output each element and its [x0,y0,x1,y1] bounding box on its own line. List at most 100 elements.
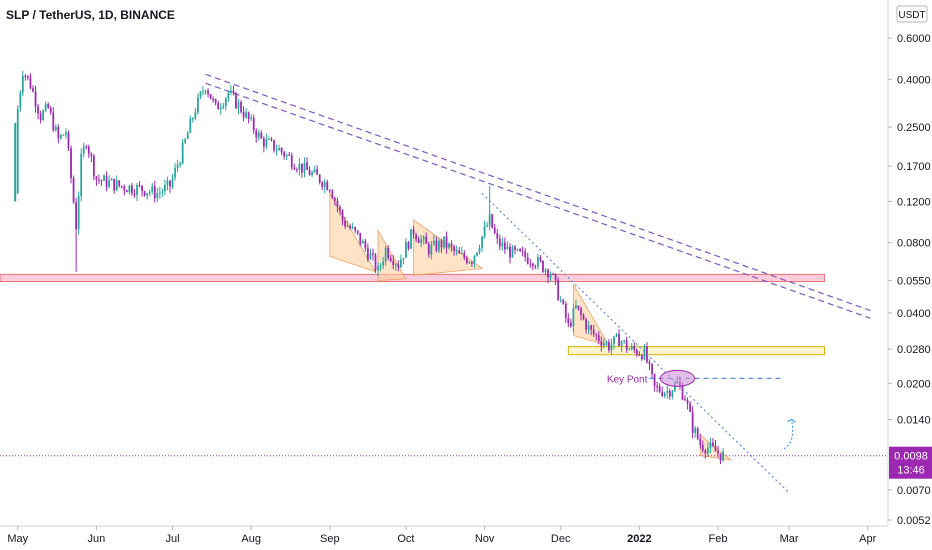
candle-body [582,315,585,320]
candle-body [557,279,560,301]
candle-body [224,98,227,107]
candle-body [242,111,245,118]
candle-body [590,325,593,330]
candle-body [569,322,572,327]
candle-body [156,193,159,199]
candle-body [651,363,653,374]
candle-body [42,110,45,121]
candle-body [701,445,704,451]
candle-body [131,185,133,194]
candle-body [399,259,402,268]
key-point-ellipse [659,369,695,387]
candle-body [164,184,166,192]
currency-badge[interactable]: USDT [898,10,925,21]
candle-body [356,230,359,233]
candle-body [60,134,62,139]
candle-body [341,210,344,221]
candle-body [547,269,549,278]
candle-body [534,266,537,268]
candle-body [684,399,686,401]
candle-body [349,226,352,229]
candle-body [549,273,552,278]
candle-body [346,226,349,228]
candle-body [103,175,105,181]
candle-body [536,257,539,267]
candle-body [70,148,72,179]
candle-body [641,355,643,360]
x-tick-label: Oct [397,533,414,545]
candle-body [542,260,544,272]
candle-body [577,305,580,309]
candle-body [166,180,169,185]
candle-body [440,240,443,248]
candle-body [128,185,131,193]
candle-body [252,117,255,131]
triangle-pattern [329,191,377,273]
candle-body [275,150,278,152]
y-tick-label: 0.6000 [897,33,931,45]
candle-body [19,92,22,109]
time-axis[interactable]: May Jun Jul Aug Sep Oct Nov Dec 2022 Feb Mar Apr [7,526,877,545]
candle-body [202,91,204,93]
candle-body [39,113,42,121]
candle-body [521,251,524,253]
candle-body [44,104,47,111]
candle-body [625,340,628,350]
candle-body [34,91,37,107]
candle-body [306,162,308,170]
x-tick-label: Dec [551,533,571,545]
candle-body [628,349,631,351]
candle-body [592,329,595,335]
currency-badge-box[interactable] [896,5,928,23]
candle-body [217,102,220,110]
y-tick-label: 0.0550 [897,276,931,288]
candle-body [531,263,534,267]
candle-body [605,341,608,344]
candle-body [255,130,258,138]
candle-body [397,264,400,268]
candle-body [529,263,532,265]
candle-body [552,273,554,275]
candle-body [379,265,382,267]
candle-body [425,236,428,244]
candle-body [136,185,138,196]
candle-body [458,250,461,254]
candle-body [656,386,659,388]
candle-body [486,225,489,227]
candle-body [564,303,567,318]
x-tick-label: Nov [475,533,495,545]
candle-body [496,233,499,239]
candle-body [262,138,265,147]
candle-body [110,178,113,181]
key-point-label: Key Pont [607,374,648,385]
candle-body [717,451,719,454]
candle-body [179,163,182,165]
candle-body [658,386,661,392]
candle-body [595,334,598,336]
price-axis[interactable]: 0.6000 0.4000 0.2500 0.1700 0.1200 0.0800 0.05… [888,33,931,527]
candle-body [240,102,242,112]
candle-body [80,153,83,197]
candle-body [270,139,273,141]
candle-body [600,341,603,346]
candle-body [366,248,369,260]
dashed-trendline [205,73,871,312]
candle-body [158,192,161,194]
candle-body [597,335,600,342]
y-tick-label: 0.2500 [897,122,931,134]
candle-body [113,178,116,191]
candle-body [326,181,329,191]
candle-body [686,400,689,404]
candle-body [21,75,24,93]
candle-body [354,227,357,231]
candle-body [580,308,582,316]
candle-body [435,240,438,251]
y-tick-label: 0.0070 [897,485,931,497]
candle-body [105,175,108,187]
candle-body [237,102,240,109]
candle-body [704,450,707,454]
candle-body [430,244,433,255]
candle-body [438,240,440,251]
candle-body [524,251,527,258]
